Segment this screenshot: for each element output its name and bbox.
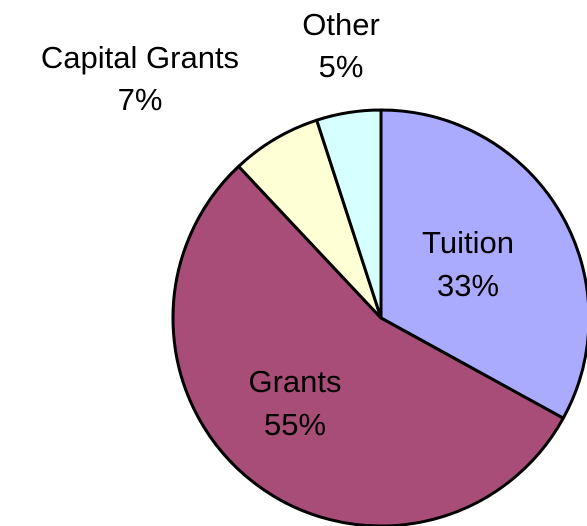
slice-label-capital-grants: Capital Grants [41,40,239,75]
slice-value-grants: 55% [264,407,326,442]
slice-label-tuition: Tuition [422,225,514,260]
pie-slice-tuition [379,108,587,420]
slice-value-tuition: 33% [437,268,499,303]
slice-value-other: 5% [319,49,364,84]
pie-slice-grants [171,164,565,526]
slice-label-other: Other [302,7,380,42]
pie-slices [171,108,587,526]
pie-slice-other [315,108,383,320]
slice-value-capital-grants: 7% [118,82,163,117]
slice-label-grants: Grants [248,364,341,399]
pie-labels: Tuition 33% Grants 55% Capital Grants 7% Other… [41,7,514,442]
